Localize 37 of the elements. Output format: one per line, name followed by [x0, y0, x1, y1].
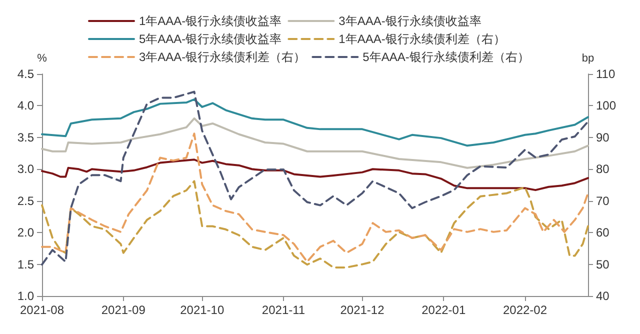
- x-tick-label: 2021-11: [262, 303, 306, 317]
- y2-tick-label: 50: [596, 257, 610, 272]
- y-tick-label: 2.0: [17, 226, 34, 240]
- y2-tick-label: 90: [596, 130, 610, 144]
- legend-label: 1年AAA-银行永续债利差（右）: [338, 32, 506, 46]
- y-tick-label: 3.5: [17, 130, 34, 144]
- line-series: [41, 180, 589, 268]
- y2-axis-title: bp: [582, 52, 594, 64]
- line-series: [41, 98, 589, 147]
- x-tick-label: 2021-10: [180, 303, 224, 317]
- legend-label: 5年AAA-银行永续债利差（右）: [362, 50, 530, 64]
- x-tick-label: 2022-01: [422, 303, 466, 317]
- legend-label: 5年AAA-银行永续债收益率: [139, 32, 282, 46]
- y2-tick-label: 80: [596, 162, 610, 176]
- line-series: [41, 158, 589, 192]
- x-tick-label: 2021-09: [101, 303, 146, 317]
- x-tick-label: 2021-12: [340, 303, 385, 317]
- y2-tick-label: 110: [596, 67, 616, 81]
- legend-label: 3年AAA-银行永续债利差（右）: [139, 50, 306, 64]
- line-series: [41, 132, 589, 263]
- legend-label: 3年AAA-银行永续债收益率: [338, 14, 482, 28]
- y2-tick-label: 40: [596, 289, 610, 303]
- legend-label: 1年AAA-银行永续债收益率: [139, 14, 282, 28]
- y-tick-label: 2.5: [17, 194, 34, 208]
- line-series: [41, 90, 589, 266]
- y2-tick-label: 70: [596, 194, 610, 208]
- y-tick-label: 4.5: [17, 67, 34, 81]
- x-tick-label: 2021-08: [20, 303, 64, 317]
- x-tick-label: 2022-02: [502, 303, 548, 317]
- y-tick-label: 1.0: [17, 289, 34, 303]
- y-tick-label: 4.0: [17, 98, 34, 113]
- y-tick-label: 3.0: [17, 162, 34, 176]
- y-tick-label: 1.5: [17, 257, 34, 272]
- y-axis-title: %: [37, 52, 48, 64]
- y2-tick-label: 100: [596, 98, 616, 113]
- y2-tick-label: 60: [596, 226, 610, 240]
- line-series: [41, 117, 589, 169]
